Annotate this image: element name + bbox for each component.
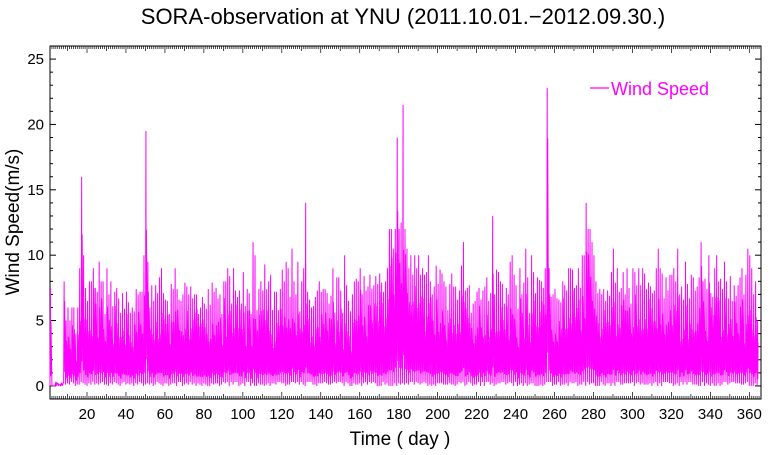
legend-label-wind-speed: Wind Speed xyxy=(611,79,709,99)
y-axis-label: Wind Speed(m/s) xyxy=(3,149,24,296)
x-tick-label: 120 xyxy=(269,406,294,423)
legend: Wind Speed xyxy=(590,79,709,99)
y-tick-label: 10 xyxy=(27,247,44,264)
x-tick-label: 280 xyxy=(581,406,606,423)
chart-title: SORA-observation at YNU (2011.10.01.−201… xyxy=(141,4,665,29)
x-axis: 20 40 60 80 100 120 140 160 180 200 220 240 260 280 30… xyxy=(49,46,762,423)
x-tick-label: 20 xyxy=(79,406,96,423)
x-tick-label: 360 xyxy=(737,406,762,423)
x-tick-label: 160 xyxy=(347,406,372,423)
x-tick-label: 100 xyxy=(230,406,255,423)
x-tick-label: 320 xyxy=(659,406,684,423)
x-tick-label: 220 xyxy=(464,406,489,423)
series-line-wind-speed xyxy=(49,87,759,387)
y-tick-label: 20 xyxy=(27,116,44,133)
y-tick-label: 25 xyxy=(27,51,44,68)
x-tick-label: 300 xyxy=(620,406,645,423)
y-tick-label: 15 xyxy=(27,182,44,199)
x-tick-label: 260 xyxy=(542,406,567,423)
x-tick-label: 140 xyxy=(308,406,333,423)
x-tick-label: 40 xyxy=(118,406,135,423)
x-tick-label: 200 xyxy=(425,406,450,423)
x-tick-label: 80 xyxy=(196,406,213,423)
series-wind-speed xyxy=(49,87,759,387)
x-tick-label: 240 xyxy=(503,406,528,423)
x-axis-label: Time ( day ) xyxy=(350,429,451,450)
x-tick-label: 340 xyxy=(698,406,723,423)
x-tick-label: 180 xyxy=(386,406,411,423)
x-tick-label: 60 xyxy=(157,406,174,423)
y-tick-label: 5 xyxy=(36,313,44,330)
y-tick-label: 0 xyxy=(36,378,44,395)
